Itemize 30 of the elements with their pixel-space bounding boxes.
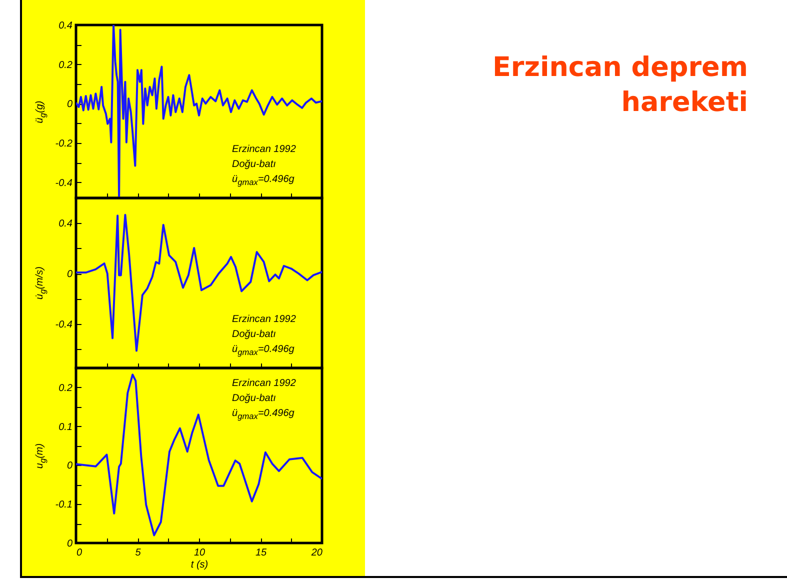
- annotation: Erzincan 1992: [232, 314, 296, 325]
- text: Erzincan deprem hareketi: [491, 51, 748, 120]
- y-tick-label: 0: [66, 460, 73, 472]
- annotation: ü$_{gmax}$=0.496g: [232, 174, 294, 187]
- y-tick-label: 0.4: [58, 218, 73, 230]
- y-tick-label: -0.4: [55, 319, 73, 330]
- annotation: Erzincan 1992: [232, 378, 296, 389]
- annotation: Doğu-batı: [232, 159, 276, 170]
- y-tick-label: 0.2: [58, 60, 73, 71]
- y-tick-label: 0: [66, 269, 73, 280]
- y-tick-label: 0.1: [58, 422, 72, 433]
- x-tick-label: 20: [310, 548, 323, 558]
- y-tick-label: -0.2: [55, 138, 73, 150]
- y-tick-label: 0: [66, 538, 73, 550]
- y-tick-label: -0.1: [55, 500, 72, 511]
- annotation: ü$_{gmax}$=0.496g: [232, 408, 294, 421]
- x-axis-title: t (s): [190, 560, 208, 570]
- line-series: [76, 374, 322, 536]
- x-tick-label: 5: [135, 548, 142, 558]
- x-tick-label: 10: [194, 548, 206, 558]
- annotation: Erzincan 1992: [232, 144, 296, 155]
- y-tick-label: 0: [66, 99, 73, 110]
- y-tick-label: 0.2: [58, 382, 73, 394]
- y-tick-label: -0.4: [55, 178, 73, 189]
- annotation: ü$_{gmax}$=0.496g: [232, 344, 294, 357]
- annotation: Doğu-batı: [232, 329, 276, 340]
- x-tick-label: 15: [255, 548, 267, 558]
- y-tick-label: 0.4: [58, 20, 73, 32]
- annotation: Doğu-batı: [232, 393, 276, 404]
- x-tick-label: 0: [76, 548, 82, 558]
